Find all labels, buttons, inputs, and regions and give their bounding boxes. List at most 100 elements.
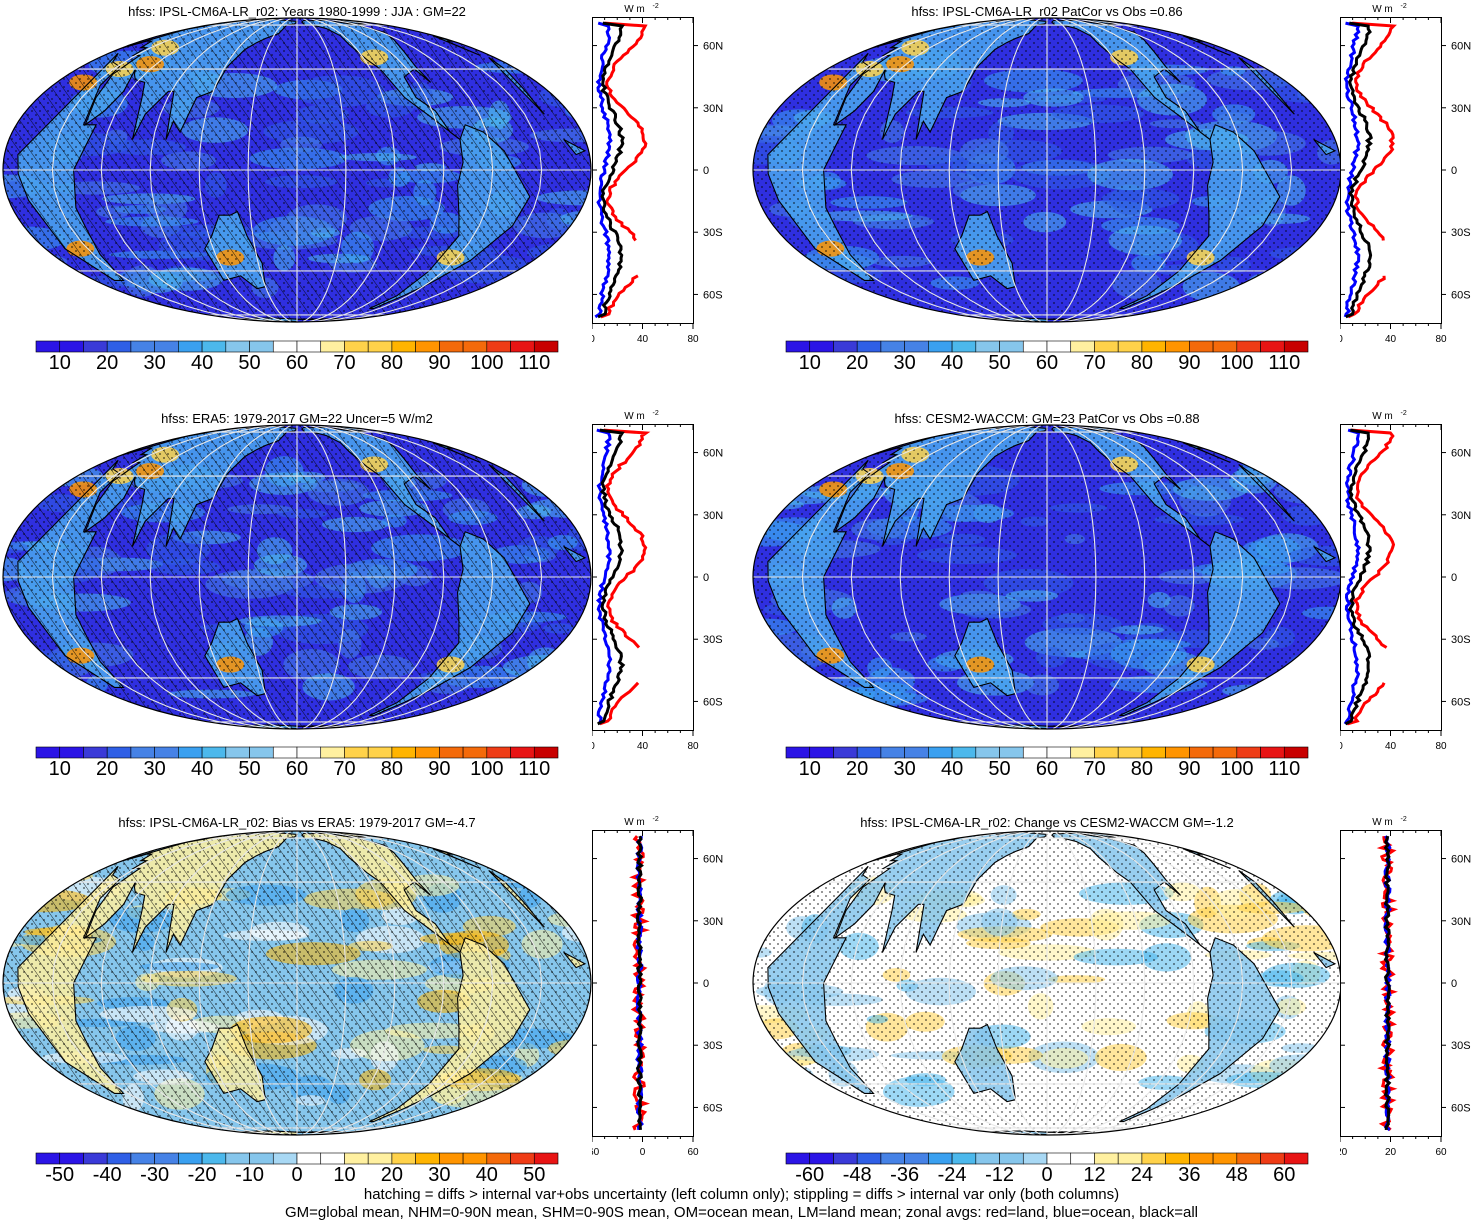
- colorbar-tick-label: 20: [380, 1164, 404, 1186]
- colorbar-swatch: [1283, 746, 1309, 759]
- profile-tick-label: 80: [687, 741, 699, 752]
- panel-title: hfss: CESM2-WACCM: GM=23 PatCor vs Obs =…: [894, 411, 1200, 426]
- zonal-profile-p1: W m -2 0 40 80 60N 30N 0 30S 60S: [592, 3, 723, 345]
- colorbar-swatch: [1165, 1152, 1190, 1165]
- colorbar-swatch: [1022, 746, 1048, 759]
- profile-tick-label: 40: [637, 334, 649, 345]
- panel-title: hfss: IPSL-CM6A-LR_r02: Bias vs ERA5: 19…: [118, 815, 476, 830]
- colorbar-swatch: [296, 340, 322, 353]
- colorbar-labels: 10 20 30 40 50 60 70 80 90 100 110: [35, 352, 557, 376]
- colorbar-swatch: [533, 1152, 559, 1165]
- colorbar-tick-label: 110: [1268, 758, 1301, 780]
- colorbar-tick-label: 100: [470, 352, 504, 374]
- profile-tick-label: 80: [687, 334, 699, 345]
- profile-lat-label: 30N: [703, 103, 723, 115]
- colorbar-tick-label: -24: [937, 1164, 967, 1186]
- colorbar-swatch: [367, 746, 393, 759]
- colorbar-swatch: [1165, 340, 1190, 353]
- colorbar-swatch: [1070, 1152, 1095, 1165]
- colorbar-tick-label: 24: [1130, 1164, 1154, 1186]
- zonal-profile-p6: W m -2 -20 20 60 60N 30N 0 30S 60S: [1340, 816, 1471, 1158]
- colorbar-swatch: [1046, 1152, 1072, 1165]
- colorbar-swatch: [486, 340, 511, 353]
- profile-lat-label: 30N: [1451, 916, 1471, 928]
- colorbar-tick-label: -48: [842, 1164, 872, 1186]
- colorbar-swatch: [344, 340, 369, 353]
- colorbar-swatch: [785, 746, 811, 759]
- colorbar-tick-label: 30: [893, 758, 916, 780]
- profile-tick-label: 0: [592, 334, 595, 345]
- colorbar-tick-label: 0: [291, 1164, 303, 1186]
- profile-lat-label: 30N: [703, 510, 723, 522]
- profile-tick-label: 60: [687, 1147, 699, 1158]
- graticule: [3, 425, 591, 729]
- profile-lat-label: 30S: [703, 227, 723, 239]
- profile-unit-exponent: -2: [1401, 410, 1407, 417]
- colorbar-swatch: [533, 746, 559, 759]
- colorbar-swatch: [904, 746, 929, 759]
- profile-ocean-curve: [1343, 21, 1361, 318]
- colorbar-swatch: [809, 340, 834, 353]
- colorbar-swatch: [59, 746, 84, 759]
- colorbar-labels: -50 -40 -30 -20 -10 0 10 20 30 40 50: [35, 1164, 557, 1188]
- colorbar-swatch: [809, 746, 834, 759]
- colorbar-tick-label: 50: [523, 1164, 546, 1186]
- colorbar-swatch: [130, 746, 155, 759]
- colorbar-tick-label: 50: [238, 758, 261, 780]
- colorbar-p2: [785, 340, 1309, 353]
- colorbar-tick-label: 40: [940, 758, 964, 780]
- panel-title: hfss: IPSL-CM6A-LR_r02: Years 1980-1999 …: [128, 4, 466, 19]
- footnote-line-1: hatching = diffs > internal var+obs unce…: [363, 1186, 1120, 1203]
- profile-tick-label: 60: [1435, 1147, 1447, 1158]
- map-p1: [2, 17, 592, 323]
- colorbar-swatch: [35, 340, 61, 353]
- profile-lat-label: 30N: [1451, 510, 1471, 522]
- profile-tick-label: 0: [1340, 334, 1343, 345]
- colorbar-p1: [35, 340, 559, 353]
- profile-lat-label: 60N: [703, 41, 723, 53]
- colorbar-p5: [35, 1152, 559, 1165]
- colorbar-swatch: [975, 746, 1000, 759]
- colorbar-swatch: [1236, 1152, 1261, 1165]
- map-p4: [752, 424, 1342, 730]
- colorbar-swatch: [785, 1152, 811, 1165]
- colorbar-swatch: [83, 1152, 108, 1165]
- colorbar-swatch: [415, 1152, 440, 1165]
- colorbar-tick-label: 70: [1083, 758, 1106, 780]
- colorbar-swatch: [1141, 340, 1166, 353]
- colorbar-tick-label: 90: [428, 758, 451, 780]
- colorbar-swatch: [272, 746, 298, 759]
- colorbar-swatch: [415, 746, 440, 759]
- colorbar-swatch: [975, 1152, 1000, 1165]
- colorbar-tick-label: 60: [1273, 1164, 1296, 1186]
- colorbar-swatch: [856, 340, 882, 353]
- profile-land-curve: [1346, 428, 1396, 726]
- graticule: [753, 425, 1341, 729]
- colorbar-swatch: [1212, 340, 1238, 353]
- colorbar-tick-label: 40: [190, 758, 214, 780]
- colorbar-tick-label: 80: [1130, 758, 1154, 780]
- colorbar-swatch: [1212, 746, 1238, 759]
- colorbar-swatch: [510, 1152, 535, 1165]
- colorbar-swatch: [178, 340, 203, 353]
- profile-tick-label: 40: [1385, 741, 1397, 752]
- colorbar-swatch: [178, 1152, 203, 1165]
- colorbar-swatch: [83, 340, 108, 353]
- colorbar-tick-label: 110: [518, 758, 551, 780]
- profile-lat-label: 0: [703, 165, 709, 177]
- colorbar-swatch: [201, 746, 227, 759]
- colorbar-tick-label: -40: [92, 1164, 122, 1186]
- colorbar-swatch: [391, 340, 416, 353]
- colorbar-swatch: [225, 746, 250, 759]
- colorbar-swatch: [320, 340, 345, 353]
- profile-lat-label: 60S: [1451, 289, 1471, 301]
- zonal-profile-p5: W m -2 -60 0 60 60N 30N 0 30S 60S: [592, 816, 723, 1158]
- profile-unit-exponent: -2: [653, 410, 659, 417]
- colorbar-swatch: [1189, 1152, 1214, 1165]
- colorbar-tick-label: 20: [846, 758, 869, 780]
- profile-lat-label: 30S: [703, 634, 723, 646]
- profile-lat-label: 0: [1451, 978, 1457, 990]
- colorbar-tick-label: 110: [1268, 352, 1301, 374]
- profile-land-curve: [599, 428, 651, 726]
- colorbar-p4: [785, 746, 1309, 759]
